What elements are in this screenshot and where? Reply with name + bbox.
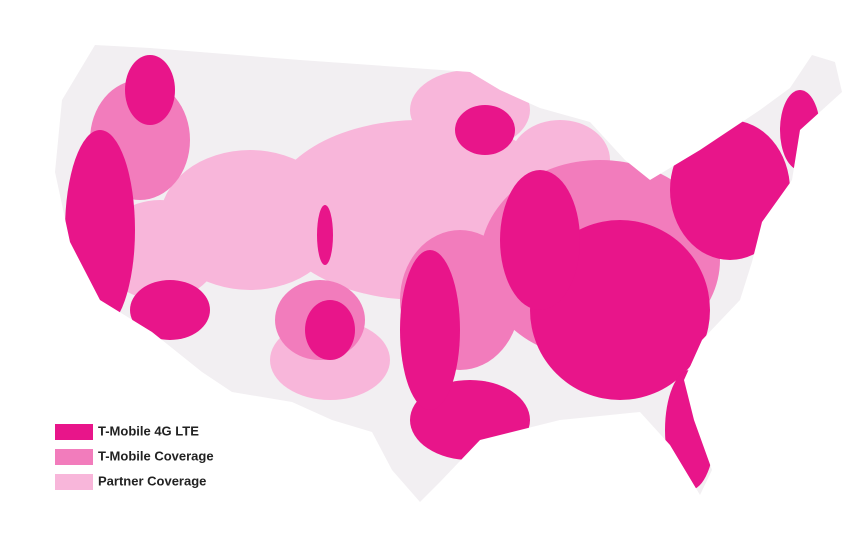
legend-label: T-Mobile 4G LTE: [98, 423, 199, 438]
legend-swatch: [55, 474, 93, 490]
legend-swatch: [55, 449, 93, 465]
legend: T-Mobile 4G LTE T-Mobile Coverage Partner …: [55, 423, 214, 490]
legend-label: Partner Coverage: [98, 473, 206, 488]
legend-swatch: [55, 424, 93, 440]
legend-label: T-Mobile Coverage: [98, 448, 214, 463]
